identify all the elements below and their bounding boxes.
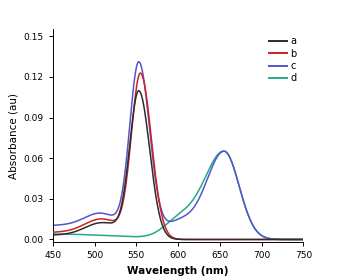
Y-axis label: Absorbance (au): Absorbance (au) — [8, 93, 18, 179]
Line: a: a — [53, 91, 303, 239]
a — [294, 238, 298, 241]
d — [166, 221, 170, 225]
d — [173, 216, 177, 219]
b — [294, 238, 298, 241]
a — [248, 238, 252, 241]
c — [51, 224, 55, 227]
a — [137, 89, 141, 92]
d — [51, 232, 55, 236]
b — [301, 238, 306, 241]
d — [222, 149, 226, 153]
c — [173, 219, 177, 222]
b — [51, 230, 55, 234]
b — [173, 237, 177, 240]
b — [138, 71, 143, 75]
a — [51, 233, 55, 237]
a — [294, 238, 298, 241]
a — [166, 234, 170, 237]
b — [64, 229, 68, 233]
d — [64, 232, 68, 236]
a — [173, 237, 177, 241]
c — [294, 238, 298, 241]
X-axis label: Wavelength (nm): Wavelength (nm) — [128, 266, 229, 276]
Line: b: b — [53, 73, 303, 239]
d — [294, 238, 298, 241]
d — [294, 238, 298, 241]
b — [294, 238, 298, 241]
c — [294, 238, 298, 241]
a — [64, 232, 68, 235]
d — [301, 238, 306, 241]
b — [248, 238, 252, 241]
c — [166, 219, 170, 223]
c — [64, 222, 68, 226]
a — [301, 238, 306, 241]
c — [137, 60, 141, 63]
c — [301, 238, 306, 241]
Line: d: d — [53, 151, 303, 239]
d — [248, 218, 252, 222]
c — [248, 218, 252, 222]
b — [166, 231, 170, 235]
Legend: a, b, c, d: a, b, c, d — [267, 34, 299, 85]
Line: c: c — [53, 62, 303, 239]
